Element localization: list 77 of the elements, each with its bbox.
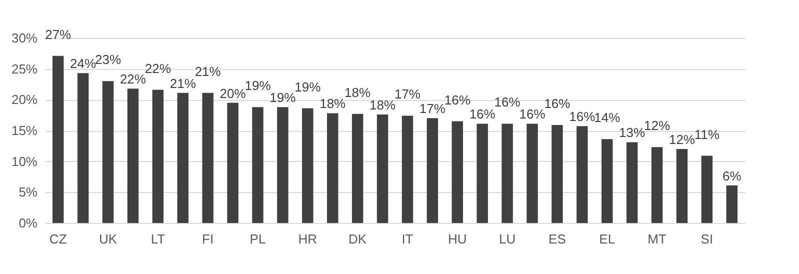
data-label: 16% (444, 92, 471, 108)
data-label: 16% (469, 106, 496, 122)
bar (552, 124, 563, 223)
data-label: 19% (294, 79, 322, 94)
bar (376, 114, 388, 223)
bar (402, 116, 414, 223)
bar (676, 149, 688, 223)
x-tick-label: SI (700, 232, 714, 246)
bar (277, 107, 288, 223)
y-tick-label: 15% (11, 123, 38, 138)
data-label: 21% (170, 76, 196, 91)
bar (476, 124, 488, 223)
data-label: 12% (644, 118, 670, 134)
data-label: 23% (94, 52, 122, 68)
x-tick-label: IT (402, 232, 414, 246)
data-label: 6% (722, 168, 742, 184)
y-tick-label: 0% (18, 216, 38, 230)
bar (152, 90, 164, 223)
bar (77, 73, 89, 223)
bar (701, 156, 713, 223)
bar (202, 92, 214, 223)
bar (452, 121, 464, 223)
bar (177, 92, 188, 223)
bar (127, 88, 139, 223)
data-label: 11% (694, 126, 720, 142)
y-tick-label: 10% (11, 154, 38, 169)
x-tick-label: CZ (49, 232, 67, 246)
data-label: 16% (569, 109, 596, 124)
data-label: 18% (344, 84, 372, 100)
data-label: 16% (494, 94, 521, 110)
x-tick-label: LU (498, 232, 516, 246)
bar (602, 139, 613, 223)
data-label: 18% (370, 97, 396, 112)
x-tick-label: MT (648, 232, 666, 246)
y-tick-label: 5% (18, 184, 38, 200)
data-label: 16% (519, 106, 546, 122)
data-label: 13% (619, 125, 646, 140)
bar (651, 147, 663, 223)
data-label: 17% (419, 101, 446, 116)
bar (326, 113, 338, 223)
data-label: 22% (144, 60, 172, 76)
data-label: 19% (270, 90, 296, 106)
bar (426, 118, 438, 223)
x-tick-label: PL (250, 232, 266, 246)
x-tick-label: UK (98, 232, 118, 246)
data-label: 16% (544, 96, 571, 111)
data-label: 19% (244, 78, 272, 94)
x-tick-label: LT (150, 232, 166, 246)
bar (526, 124, 538, 223)
bar (302, 108, 314, 223)
bar (227, 102, 238, 223)
x-tick-label: DK (348, 232, 367, 246)
bar (502, 124, 513, 223)
bar (102, 81, 114, 223)
data-label: 12% (668, 132, 696, 147)
bar (626, 142, 638, 223)
x-tick-label: FI (202, 232, 214, 246)
bar (352, 114, 364, 223)
bar (726, 185, 738, 223)
bar (576, 126, 588, 223)
data-label: 17% (394, 86, 421, 102)
bar (52, 56, 64, 223)
data-label: 20% (220, 86, 246, 101)
data-label: 14% (594, 110, 621, 126)
x-tick-label: EL (599, 232, 616, 246)
data-label: 22% (120, 72, 146, 87)
data-label: 24% (70, 56, 96, 72)
data-label: 18% (320, 96, 346, 112)
bar (252, 107, 264, 223)
x-tick-label: HR (298, 232, 318, 246)
x-tick-label: ES (548, 232, 566, 246)
x-tick-label: HU (448, 232, 467, 246)
y-tick-label: 30% (11, 30, 38, 46)
y-tick-label: 20% (11, 92, 38, 108)
data-label: 27% (45, 26, 72, 42)
y-tick-label: 25% (11, 61, 38, 76)
data-label: 21% (194, 64, 222, 79)
